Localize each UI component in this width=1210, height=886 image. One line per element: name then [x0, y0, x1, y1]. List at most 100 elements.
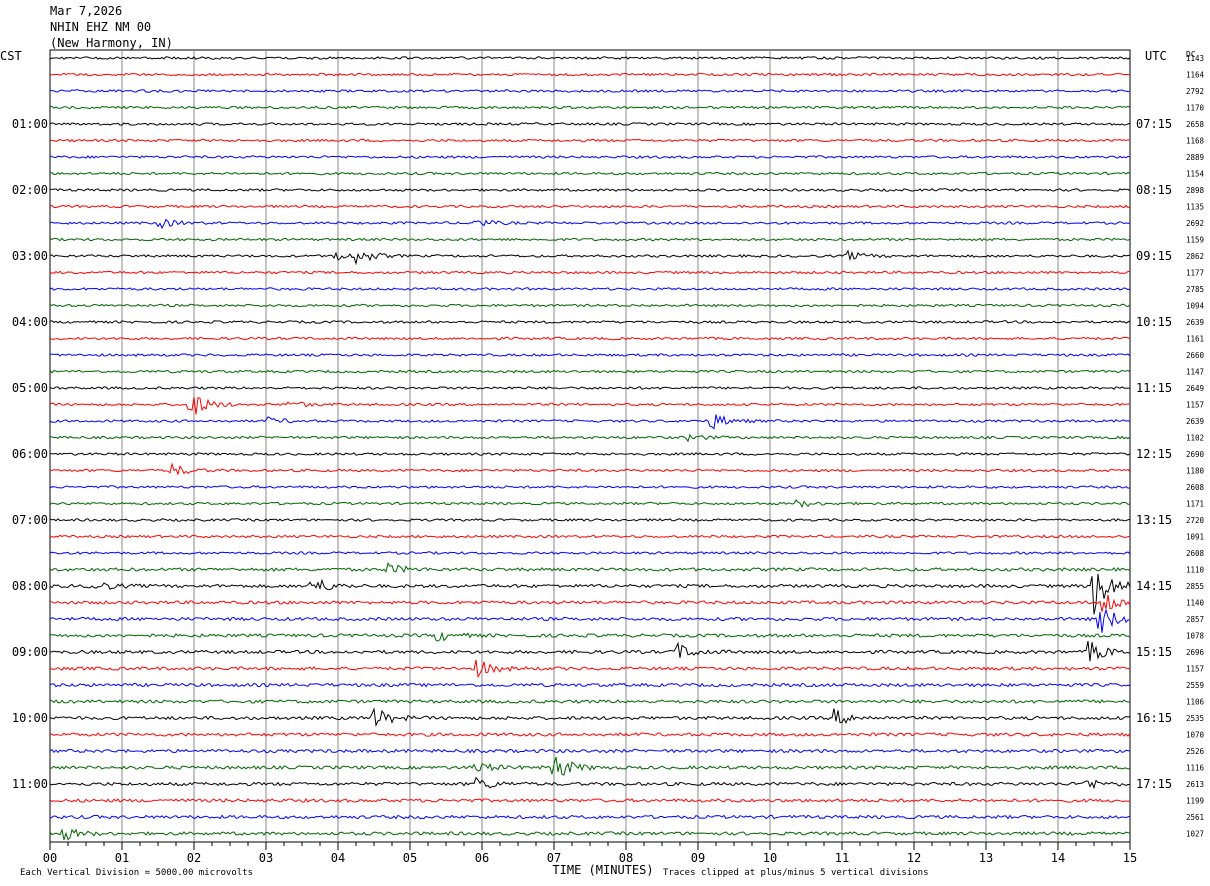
- station-code: NHIN EHZ NM 00: [50, 20, 152, 34]
- seismic-trace: [49, 353, 1131, 357]
- dc-offset-label: 2535: [1186, 714, 1204, 723]
- seismic-trace: [49, 56, 1131, 60]
- dc-offset-label: 1027: [1186, 830, 1204, 839]
- x-tick-label: 05: [403, 851, 417, 865]
- seismic-trace: [49, 732, 1131, 737]
- dc-offset-label: 2526: [1186, 747, 1205, 756]
- seismic-trace: [49, 699, 1131, 704]
- seismic-trace: [49, 659, 1131, 679]
- x-tick-label: 02: [187, 851, 201, 865]
- station-location: (New Harmony, IN): [50, 36, 173, 50]
- seismic-trace: [49, 369, 1131, 374]
- dc-offset-label: 1116: [1186, 764, 1205, 773]
- dc-offset-label: 2613: [1186, 780, 1204, 789]
- dc-offset-label: 1199: [1186, 797, 1204, 806]
- seismic-trace: [49, 798, 1131, 803]
- seismic-trace: [49, 594, 1131, 612]
- seismic-trace: [49, 682, 1131, 688]
- left-hour-label: 11:00: [12, 777, 48, 791]
- dc-offset-label: 2720: [1186, 516, 1205, 525]
- dc-offset-label: 2658: [1186, 120, 1205, 129]
- scale-note: Each Vertical Division = 5000.00 microvo…: [20, 868, 253, 878]
- x-tick-label: 06: [475, 851, 489, 865]
- dc-offset-label: 2559: [1186, 681, 1204, 690]
- x-tick-label: 12: [907, 851, 921, 865]
- seismic-trace: [49, 188, 1131, 192]
- dc-offset-label: 1154: [1186, 170, 1205, 179]
- dc-offset-label: 2692: [1186, 219, 1204, 228]
- seismic-trace: [49, 534, 1131, 539]
- seismic-trace: [49, 218, 1131, 230]
- right-hour-label: 09:15: [1136, 249, 1172, 263]
- dc-offset-label: 1180: [1186, 467, 1205, 476]
- dc-offset-label: 1106: [1186, 698, 1205, 707]
- left-hour-label: 09:00: [12, 645, 48, 659]
- dc-offset-label: 1157: [1186, 665, 1204, 674]
- seismic-trace: [49, 122, 1131, 126]
- x-tick-label: 08: [619, 851, 633, 865]
- seismic-trace: [50, 707, 1131, 728]
- right-hour-label: 14:15: [1136, 579, 1172, 593]
- left-hour-label: 01:00: [12, 117, 48, 131]
- dc-offset-label: 2660: [1186, 351, 1205, 360]
- seismic-trace: [49, 204, 1131, 209]
- seismic-trace: [49, 485, 1131, 489]
- dc-offset-label: 1094: [1186, 302, 1205, 311]
- right-hour-label: 16:15: [1136, 711, 1172, 725]
- seismic-trace: [49, 397, 1131, 415]
- right-hour-label: 08:15: [1136, 183, 1172, 197]
- dc-offset-label: 2696: [1186, 648, 1205, 657]
- left-timezone-label: CST: [0, 49, 22, 63]
- seismic-trace: [49, 320, 1131, 324]
- seismic-trace: [49, 249, 1131, 266]
- seismic-trace: [49, 287, 1131, 291]
- dc-offset-label: 1164: [1186, 71, 1205, 80]
- seismic-trace: [49, 814, 1131, 820]
- seismic-trace: [49, 155, 1131, 159]
- left-hour-label: 05:00: [12, 381, 48, 395]
- seismic-trace: [49, 138, 1131, 143]
- x-tick-label: 09: [691, 851, 705, 865]
- seismic-trace: [49, 270, 1131, 275]
- dc-offset-label: 2862: [1186, 252, 1204, 261]
- dc-offset-label: 1168: [1186, 137, 1205, 146]
- seismic-trace: [49, 414, 1131, 430]
- dc-offset-label: 2857: [1186, 615, 1204, 624]
- x-tick-label: 04: [331, 851, 345, 865]
- left-hour-label: 03:00: [12, 249, 48, 263]
- dc-offset-label: 2792: [1186, 87, 1204, 96]
- dc-offset-label: 1147: [1186, 368, 1204, 377]
- dc-offset-label: 1078: [1186, 632, 1205, 641]
- seismic-trace: [49, 89, 1131, 93]
- left-hour-label: 10:00: [12, 711, 48, 725]
- dc-offset-label: 1157: [1186, 401, 1204, 410]
- dc-offset-label: 1070: [1186, 731, 1205, 740]
- seismic-trace: [49, 828, 1131, 841]
- seismic-trace: [49, 499, 1131, 509]
- seismic-trace: [49, 171, 1131, 176]
- seismic-trace: [49, 748, 1131, 754]
- seismic-trace: [49, 72, 1130, 77]
- dc-offset-label: 1102: [1186, 434, 1204, 443]
- x-axis-title: TIME (MINUTES): [552, 863, 653, 877]
- right-timezone-label: UTC: [1145, 49, 1167, 63]
- x-tick-label: 13: [979, 851, 993, 865]
- x-tick-label: 11: [835, 851, 849, 865]
- dc-offset-label: 2889: [1186, 153, 1204, 162]
- right-hour-label: 12:15: [1136, 447, 1172, 461]
- right-hour-label: 10:15: [1136, 315, 1172, 329]
- dc-offset-label: 2561: [1186, 813, 1204, 822]
- seismic-trace: [49, 433, 1131, 443]
- right-hour-label: 13:15: [1136, 513, 1172, 527]
- seismic-trace: [49, 237, 1131, 242]
- right-hour-label: 11:15: [1136, 381, 1172, 395]
- left-hour-label: 08:00: [12, 579, 48, 593]
- dc-offset-label: 1161: [1186, 335, 1204, 344]
- left-hour-label: 06:00: [12, 447, 48, 461]
- seismic-trace: [49, 561, 1131, 574]
- dc-offset-label: 1135: [1186, 203, 1204, 212]
- seismic-trace: [49, 551, 1131, 555]
- seismic-trace: [49, 518, 1131, 522]
- x-tick-label: 03: [259, 851, 273, 865]
- dc-offset-label: 2898: [1186, 186, 1205, 195]
